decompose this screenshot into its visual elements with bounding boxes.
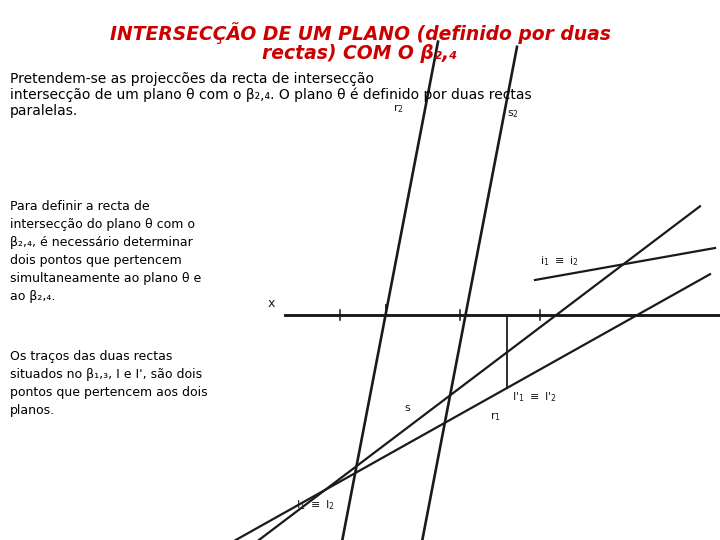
Text: r$_2$: r$_2$ xyxy=(393,102,404,115)
Text: INTERSECÇÃO DE UM PLANO (definido por duas: INTERSECÇÃO DE UM PLANO (definido por du… xyxy=(109,22,611,44)
Text: I'$_1$ $\equiv$ I'$_2$: I'$_1$ $\equiv$ I'$_2$ xyxy=(512,390,557,404)
Text: I$_1$ $\equiv$ I$_2$: I$_1$ $\equiv$ I$_2$ xyxy=(295,498,335,512)
Text: i$_1$ $\equiv$ i$_2$: i$_1$ $\equiv$ i$_2$ xyxy=(540,254,578,268)
Text: Os traços das duas rectas
situados no β₁,₃, I e I', são dois
pontos que pertence: Os traços das duas rectas situados no β₁… xyxy=(10,350,207,417)
Text: Para definir a recta de
intersecção do plano θ com o
β₂,₄, é necessário determin: Para definir a recta de intersecção do p… xyxy=(10,200,202,303)
Text: rectas) COM O β₂,₄: rectas) COM O β₂,₄ xyxy=(262,44,458,63)
Text: x: x xyxy=(268,297,275,310)
Text: intersecção de um plano θ com o β₂,₄. O plano θ é definido por duas rectas: intersecção de um plano θ com o β₂,₄. O … xyxy=(10,88,531,103)
Text: Pretendem-se as projeccões da recta de intersecção: Pretendem-se as projeccões da recta de i… xyxy=(10,72,379,86)
Text: s: s xyxy=(404,403,410,413)
Text: r$_1$: r$_1$ xyxy=(490,410,501,423)
Text: s$_2$: s$_2$ xyxy=(507,108,519,120)
Text: paralelas.: paralelas. xyxy=(10,104,78,118)
